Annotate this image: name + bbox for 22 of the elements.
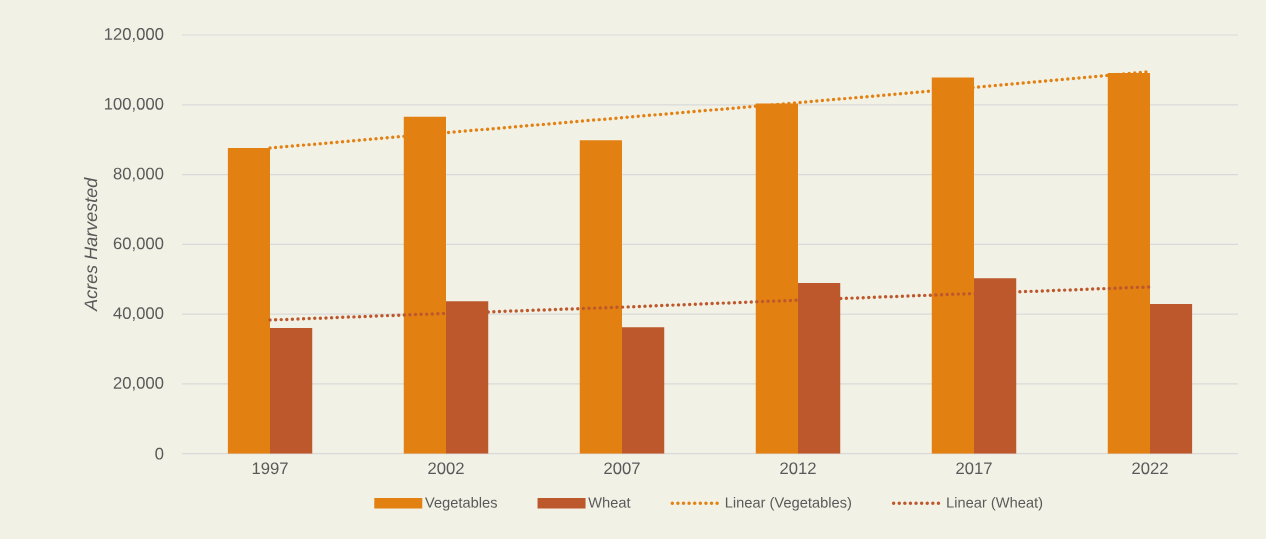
bar — [270, 328, 313, 454]
x-tick-label: 2007 — [604, 462, 640, 475]
legend-label: Linear (Vegetables) — [725, 496, 851, 511]
y-tick-label: 0 — [155, 447, 164, 460]
legend-label: Vegetables — [425, 496, 497, 511]
y-tick-label: 20,000 — [113, 377, 164, 391]
x-tick-label: 1997 — [252, 462, 288, 475]
y-tick-label: 40,000 — [113, 307, 164, 321]
x-tick-label: 2002 — [428, 462, 464, 475]
y-axis-title: Acres Harvested — [83, 177, 98, 312]
bar — [622, 327, 665, 454]
y-tick-label: 120,000 — [104, 28, 164, 42]
legend-label: Linear (Wheat) — [947, 496, 1043, 511]
bar — [1150, 303, 1193, 454]
y-tick-label: 60,000 — [113, 237, 164, 252]
x-tick-label: 2017 — [956, 462, 992, 475]
y-tick-label: 100,000 — [104, 97, 164, 112]
x-tick-label: 2012 — [780, 462, 816, 475]
legend-label: Wheat — [588, 496, 631, 508]
bar — [579, 140, 623, 454]
y-tick-label: 80,000 — [113, 167, 164, 182]
x-tick-label: 2022 — [1132, 462, 1168, 475]
